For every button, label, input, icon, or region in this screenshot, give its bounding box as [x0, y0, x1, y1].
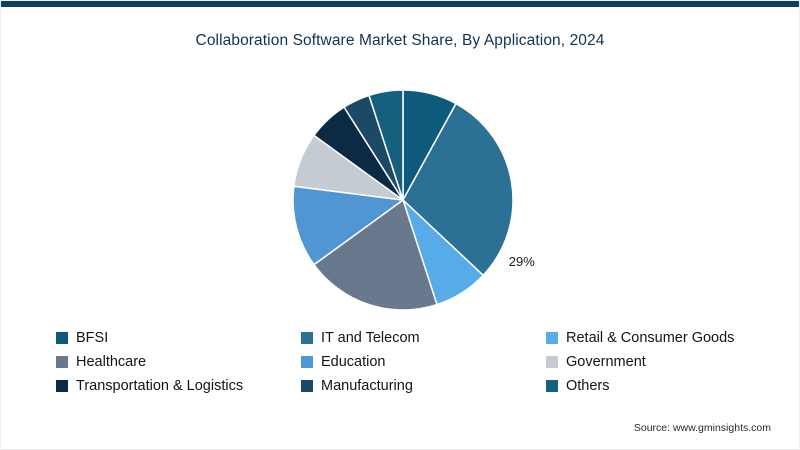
pie-slice-it-and-telecom: [402, 102, 514, 277]
pie-data-label: 29%: [509, 254, 535, 269]
chart-title: Collaboration Software Market Share, By …: [195, 32, 605, 49]
legend-item: Healthcare: [56, 352, 301, 372]
legend-swatch: [56, 380, 68, 392]
legend-item: Transportation & Logistics: [56, 376, 301, 396]
legend-label: Government: [566, 354, 646, 370]
legend-item: BFSI: [56, 328, 301, 348]
pie-slice-others: [368, 89, 404, 201]
legend-swatch: [56, 356, 68, 368]
legend-swatch: [546, 356, 558, 368]
top-accent-bar: [1, 1, 799, 7]
source-attribution: Source: www.gminsights.com: [633, 422, 771, 434]
legend-swatch: [301, 356, 313, 368]
legend-item: Manufacturing: [301, 376, 546, 396]
legend-item: Others: [546, 376, 791, 396]
legend-swatch: [546, 380, 558, 392]
legend-swatch: [546, 332, 558, 344]
legend-swatch: [56, 332, 68, 344]
legend-label: BFSI: [76, 330, 109, 346]
legend-item: IT and Telecom: [301, 328, 546, 348]
pie-slice-education: [292, 185, 404, 266]
legend-item: Education: [301, 352, 546, 372]
legend: BFSI IT and Telecom Retail & Consumer Go…: [56, 328, 791, 396]
legend-label: Retail & Consumer Goods: [566, 330, 735, 346]
legend-label: Others: [566, 378, 610, 394]
legend-label: Transportation & Logistics: [76, 378, 244, 394]
pie-slice-healthcare: [313, 199, 438, 311]
legend-swatch: [301, 332, 313, 344]
legend-label: Education: [321, 354, 386, 370]
legend-item: Government: [546, 352, 791, 372]
legend-label: Manufacturing: [321, 378, 413, 394]
legend-item: Retail & Consumer Goods: [546, 328, 791, 348]
legend-swatch: [301, 380, 313, 392]
legend-label: Healthcare: [76, 354, 147, 370]
legend-label: IT and Telecom: [321, 330, 420, 346]
